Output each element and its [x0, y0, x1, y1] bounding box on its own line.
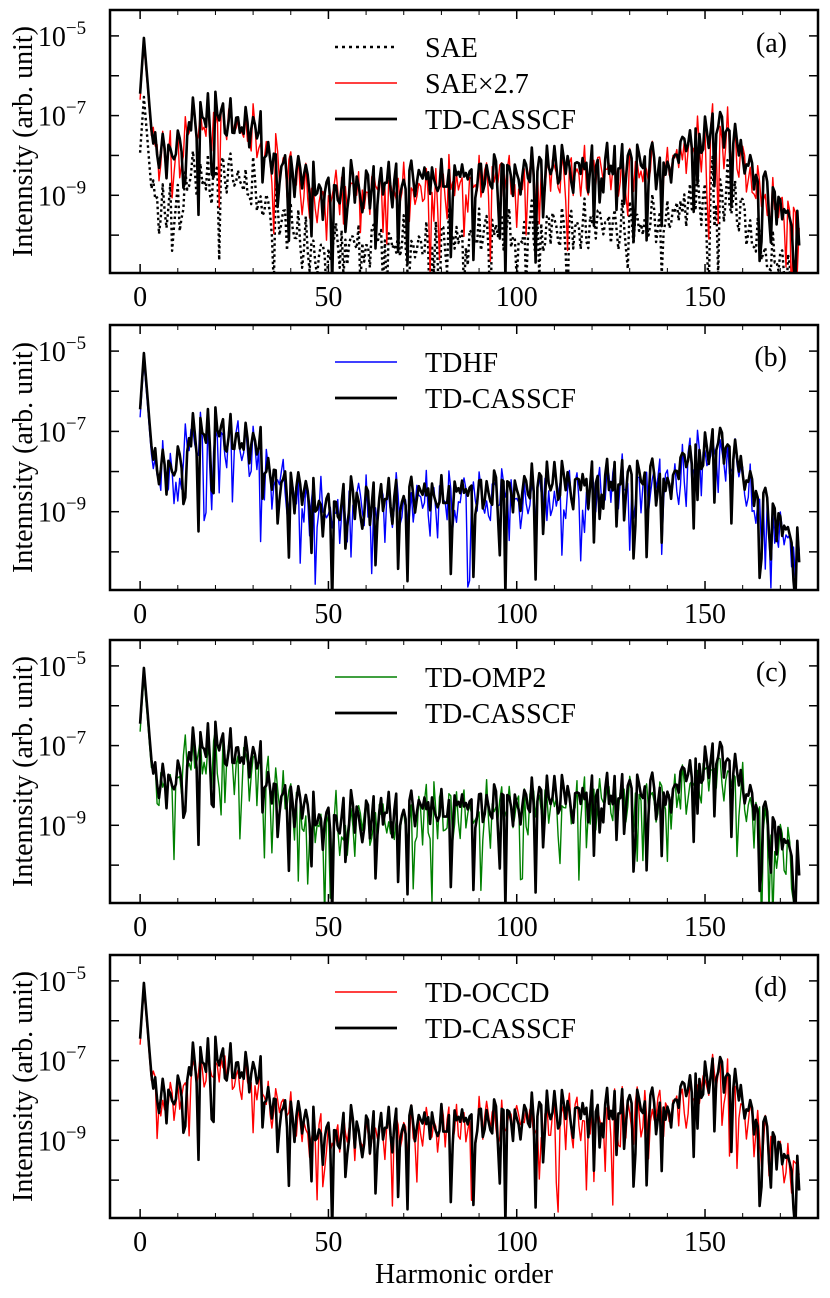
legend-label: SAE	[425, 33, 478, 64]
legend-label: TD-CASSCF	[425, 699, 576, 730]
x-tick-label: 0	[133, 912, 147, 943]
x-tick-label: 150	[684, 599, 726, 630]
plot-frame	[108, 638, 820, 905]
y-tick-label: 10−5	[38, 18, 86, 53]
y-tick-label: 10−7	[38, 728, 86, 763]
legend-label: TD-CASSCF	[425, 1014, 576, 1045]
y-tick-label: 10−5	[38, 333, 86, 368]
x-tick-label: 100	[496, 282, 538, 313]
x-tick-label: 0	[133, 599, 147, 630]
series-line-tdhf	[139, 360, 800, 589]
y-tick-label: 10−7	[38, 98, 86, 133]
legend-label: TD-OMP2	[425, 663, 546, 694]
x-tick-label: 150	[684, 1227, 726, 1258]
series-line-td-casscf	[138, 666, 801, 903]
legend-label: TD-OCCD	[425, 978, 549, 1009]
legend-label: SAE×2.7	[425, 69, 529, 100]
series-line-td-casscf	[138, 36, 801, 273]
y-tick-label: 10−9	[38, 177, 86, 212]
x-tick-label: 0	[133, 282, 147, 313]
x-tick-label: 150	[684, 282, 726, 313]
x-tick-label: 100	[496, 1227, 538, 1258]
y-axis-label: Intennsity (arb. unit)	[8, 656, 39, 887]
y-tick-label: 10−7	[38, 1043, 86, 1078]
y-tick-label: 10−5	[38, 648, 86, 683]
x-tick-label: 50	[314, 282, 342, 313]
panel-letter: (c)	[756, 657, 787, 688]
y-tick-label: 10−9	[38, 807, 86, 842]
x-tick-label: 50	[314, 1227, 342, 1258]
series-line-td-casscf	[138, 351, 801, 590]
panel-letter: (a)	[756, 28, 787, 59]
x-tick-label: 150	[684, 912, 726, 943]
y-tick-label: 10−9	[38, 1122, 86, 1157]
x-tick-label: 100	[496, 599, 538, 630]
plot-frame	[108, 8, 820, 275]
legend-label: TD-CASSCF	[425, 384, 576, 415]
y-axis-label: Intennsity (arb. unit)	[8, 26, 39, 257]
legend-label: TD-CASSCF	[425, 105, 576, 136]
x-tick-label: 50	[314, 912, 342, 943]
panel-letter: (b)	[754, 342, 787, 373]
y-tick-label: 10−7	[38, 413, 86, 448]
x-tick-label: 100	[496, 912, 538, 943]
legend-label: TDHF	[425, 348, 498, 379]
plot-frame	[108, 953, 820, 1220]
y-tick-label: 10−5	[38, 963, 86, 998]
y-axis-label: Intennsity (arb. unit)	[8, 342, 39, 573]
x-tick-label: 50	[314, 599, 342, 630]
x-tick-label: 0	[133, 1227, 147, 1258]
series-line-td-casscf	[138, 981, 801, 1218]
y-tick-label: 10−9	[38, 494, 86, 529]
plot-frame	[108, 323, 820, 592]
y-axis-label: Intennsity (arb. unit)	[8, 971, 39, 1202]
x-axis-label: Harmonic order	[375, 1259, 554, 1290]
series-line-sae	[138, 95, 797, 273]
panel-letter: (d)	[754, 972, 787, 1003]
